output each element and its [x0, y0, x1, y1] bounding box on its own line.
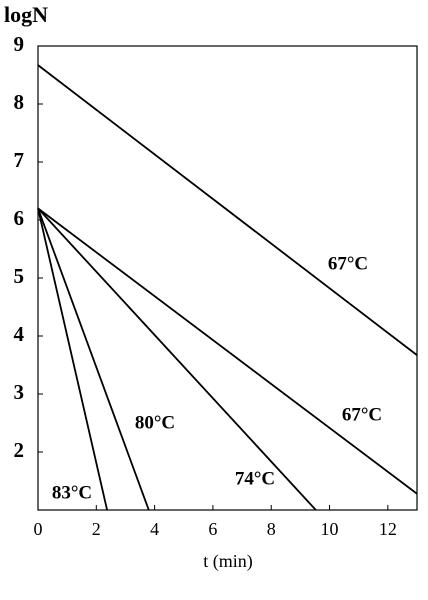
x-tick-label: 10: [321, 519, 339, 539]
series-line: [37, 208, 150, 511]
series-label: 83°C: [52, 482, 92, 503]
x-tick-label: 2: [92, 519, 101, 539]
series-line: [37, 64, 418, 356]
y-tick-label: 7: [14, 148, 25, 172]
y-tick-label: 6: [14, 206, 25, 230]
series-line: [37, 208, 108, 511]
x-axis-label: t (min): [203, 551, 253, 572]
x-tick-label: 8: [267, 519, 276, 539]
series-label: 67°C: [328, 253, 368, 274]
plot-frame: [37, 45, 418, 511]
y-tick-label: 8: [14, 90, 25, 114]
series-label: 80°C: [135, 412, 175, 433]
series-line: [37, 207, 317, 511]
series-label: 67°C: [342, 404, 382, 425]
y-tick-label: 5: [14, 264, 25, 288]
x-tick-label: 4: [150, 519, 159, 539]
y-tick-label: 9: [14, 32, 25, 56]
series-line: [37, 207, 418, 495]
x-tick-label: 12: [379, 519, 397, 539]
y-tick-label: 3: [14, 380, 25, 404]
x-tick-label: 0: [34, 519, 43, 539]
y-axis-label: logN: [4, 2, 48, 27]
y-tick-label: 4: [14, 322, 25, 346]
x-tick-label: 6: [208, 519, 217, 539]
y-tick-label: 2: [14, 438, 25, 462]
series-label: 74°C: [235, 468, 275, 489]
